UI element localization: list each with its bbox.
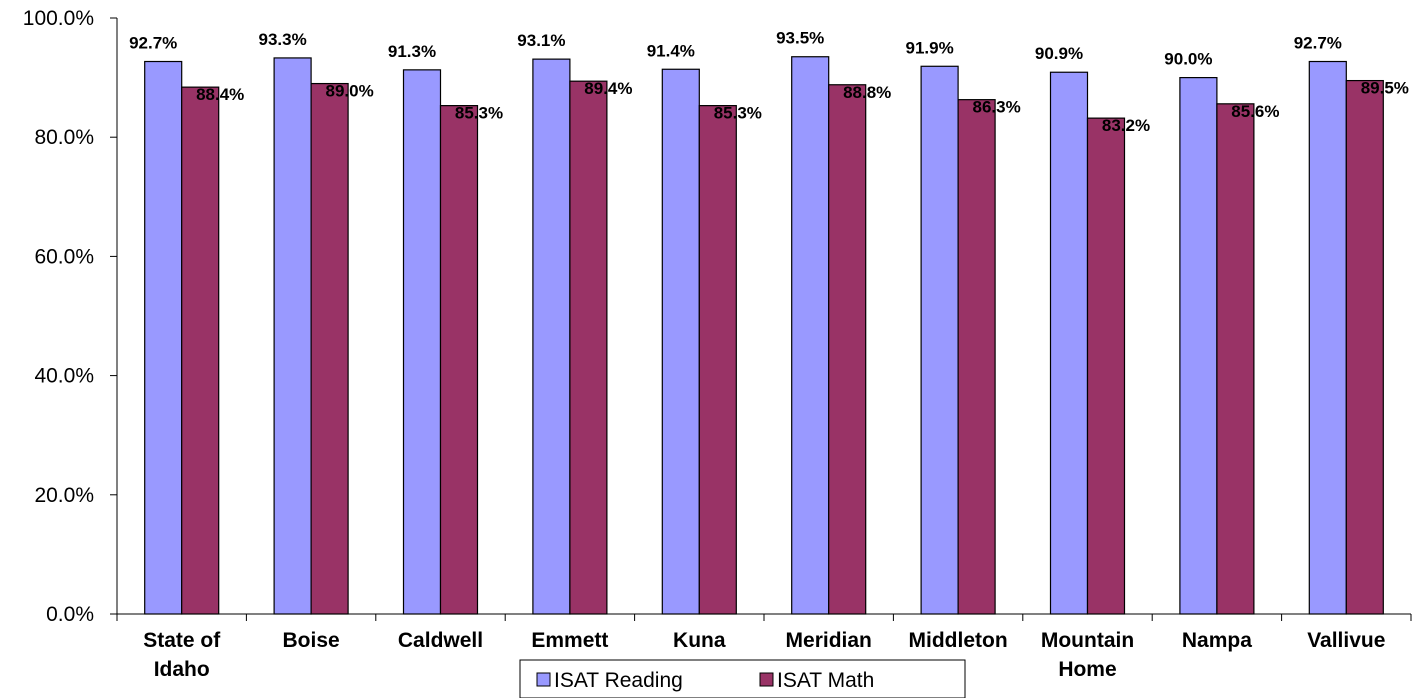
x-category-label-line: Boise [283,629,340,652]
bar-isat-math [957,99,996,615]
data-label-isat-math: 88.4% [196,85,244,104]
bar-isat-math [1086,117,1126,615]
bar-isat-math [1345,79,1384,615]
bar-isat-reading [1308,60,1347,615]
y-tick-label: 60.0% [34,245,94,268]
x-category-label: State of Idaho [143,629,221,681]
legend: ISAT Reading ISAT Math [519,659,966,698]
bar-isat-reading [920,65,959,615]
x-axis: State of Idaho Boise Caldwell Emmett Kuna Meri… [116,613,1412,681]
bar-isat-reading [791,56,830,615]
data-label-isat-reading: 91.4% [647,41,695,60]
x-category-label-line: State of [143,629,221,652]
bar-isat-reading [144,60,183,615]
data-label-isat-math: 83.2% [1102,116,1150,135]
x-category-label-line: Caldwell [398,629,483,652]
x-category-label: Boise [283,629,340,652]
bar-isat-math [569,80,608,615]
bar-isat-reading [1049,71,1089,615]
data-label-isat-reading: 92.7% [129,34,177,53]
data-label-isat-math: 89.4% [584,79,632,98]
data-labels: 92.7% 93.3% 91.3% 93.1% 91.4% 93.5% 91.9% 90.9%… [129,29,1409,135]
x-category-label: Caldwell [398,629,483,652]
x-category-label-line: Middleton [909,629,1008,652]
x-category-label-line: Meridian [786,629,872,652]
bar-isat-reading [661,68,700,615]
data-label-isat-math: 86.3% [972,98,1020,117]
x-category-label: Emmett [531,629,608,652]
legend-label: ISAT Reading [554,669,683,692]
x-category-label-line: Kuna [673,629,726,652]
data-label-isat-reading: 93.3% [258,30,306,49]
y-tick-label: 80.0% [34,126,94,149]
y-tick-label: 40.0% [34,365,94,388]
x-category-label-line: Home [1058,658,1116,681]
x-category-label: Nampa [1182,629,1252,652]
x-category-label: Vallivue [1307,629,1385,652]
y-tick-label: 20.0% [34,484,94,507]
bar-isat-reading [402,69,442,615]
data-label-isat-math: 85.3% [455,104,503,123]
bars [144,56,1384,615]
x-category-label-line: Idaho [154,658,210,681]
y-axis: 0.0% 20.0% 40.0% 60.0% 80.0% 100.0% [23,7,118,626]
y-tick-label: 100.0% [23,7,94,30]
bar-isat-math [698,105,737,615]
data-label-isat-reading: 90.0% [1164,50,1212,69]
x-category-label: Meridian [786,629,872,652]
bar-isat-reading [532,58,571,615]
bar-isat-math [310,82,349,615]
data-label-isat-reading: 93.5% [776,29,824,48]
data-label-isat-math: 88.8% [843,83,891,102]
legend-swatch [759,672,774,687]
y-tick-label: 0.0% [46,603,94,626]
data-label-isat-reading: 91.9% [905,38,953,57]
bar-isat-math [439,105,479,615]
bar-isat-math [828,84,867,615]
data-label-isat-math: 89.0% [325,82,373,101]
bar-isat-reading [1179,76,1218,615]
x-category-label: Kuna [673,629,726,652]
x-category-label: Mountain Home [1041,629,1134,681]
x-category-label-line: Mountain [1041,629,1134,652]
x-category-label: Middleton [909,629,1008,652]
legend-swatch [536,672,551,687]
x-category-label-line: Emmett [531,629,608,652]
bar-isat-reading [273,57,312,615]
data-label-isat-reading: 92.7% [1294,34,1342,53]
bar-isat-math [1216,103,1255,615]
legend-box [519,659,966,698]
data-label-isat-reading: 91.3% [388,42,436,61]
data-label-isat-reading: 93.1% [517,31,565,50]
data-label-isat-math: 89.5% [1361,79,1409,98]
bar-isat-math [181,86,220,615]
legend-label: ISAT Math [777,669,874,692]
data-label-isat-math: 85.3% [714,104,762,123]
x-category-label-line: Vallivue [1307,629,1385,652]
x-category-label-line: Nampa [1182,629,1252,652]
data-label-isat-math: 85.6% [1231,102,1279,121]
data-label-isat-reading: 90.9% [1035,44,1083,63]
